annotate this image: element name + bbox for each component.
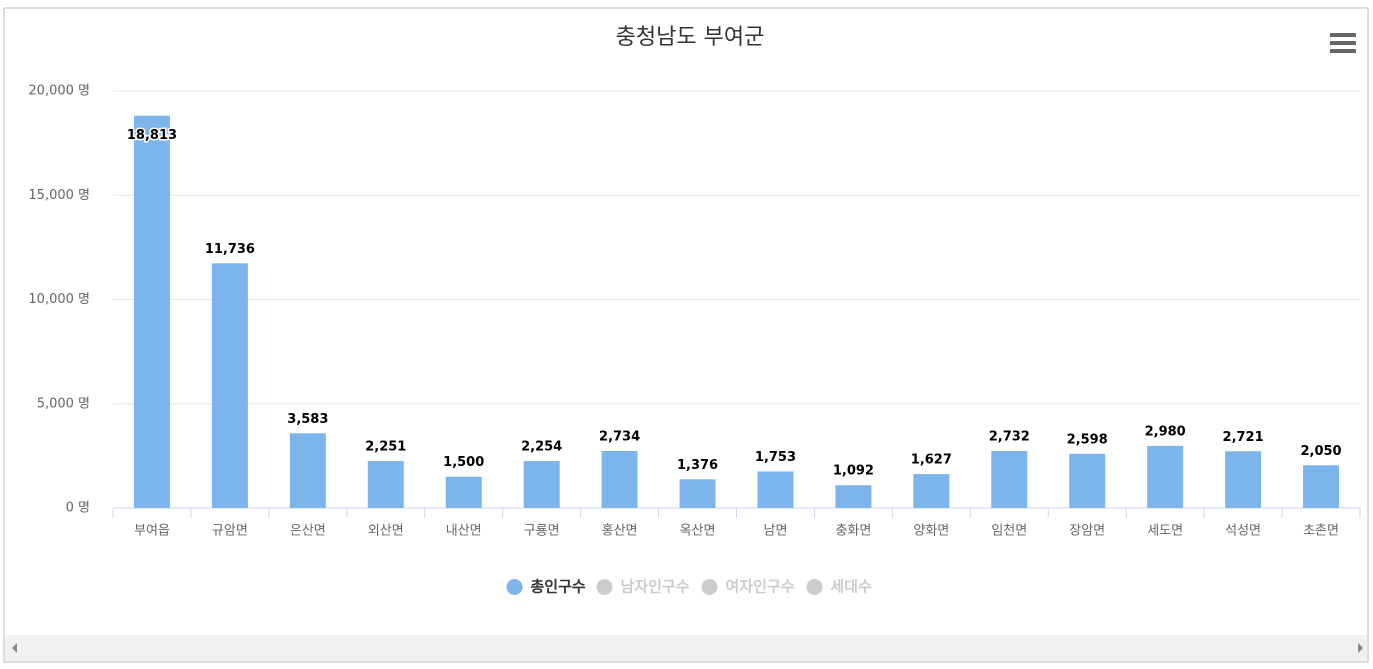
bar (133, 115, 170, 508)
menu-bar (1330, 41, 1356, 45)
data-label: 18,813 (127, 128, 177, 143)
bar (601, 450, 638, 508)
legend-item[interactable]: 총인구수 (506, 578, 586, 596)
x-tick-label: 초촌면 (1303, 524, 1339, 539)
legend-item[interactable]: 세대수 (806, 578, 873, 596)
x-tick-label: 석성면 (1225, 524, 1261, 539)
bar (679, 479, 716, 508)
menu-bar (1330, 49, 1356, 53)
x-tick-label: 외산면 (368, 524, 404, 539)
menu-button[interactable] (1330, 33, 1356, 53)
bar (523, 461, 560, 508)
y-tick-label: 10,000 명 (28, 292, 90, 307)
legend-label: 세대수 (831, 578, 873, 596)
bar (445, 476, 482, 508)
x-tick-label: 홍산면 (602, 524, 638, 539)
data-label: 2,980 (1145, 424, 1186, 439)
data-label: 2,251 (365, 440, 406, 455)
scroll-left[interactable] (12, 643, 17, 653)
x-tick-label: 충화면 (835, 524, 871, 539)
x-tick-label: 남면 (764, 524, 788, 539)
x-tick-label: 내산면 (446, 524, 482, 539)
x-tick-label: 세도면 (1147, 524, 1183, 539)
x-tick-label: 규암면 (212, 524, 248, 539)
bar (1225, 451, 1262, 508)
chart-title: 충청남도 부여군 (616, 25, 765, 50)
data-label: 1,627 (911, 453, 952, 468)
menu-bar (1330, 33, 1356, 37)
legend-item[interactable]: 남자인구수 (596, 578, 690, 596)
chart-frame (3, 7, 1369, 663)
data-label: 2,721 (1223, 430, 1264, 445)
bar (211, 263, 248, 508)
legend-label: 남자인구수 (621, 578, 690, 596)
bar (835, 485, 872, 508)
legend-symbol (806, 579, 823, 595)
data-label: 2,732 (989, 430, 1030, 445)
legend-item[interactable]: 여자인구수 (701, 578, 795, 596)
bar (1303, 465, 1340, 508)
x-tick-label: 임천면 (991, 524, 1027, 539)
x-tick-label: 옥산면 (680, 524, 716, 539)
data-label: 1,753 (755, 450, 796, 465)
legend-label: 총인구수 (531, 578, 586, 596)
legend-symbol (506, 579, 523, 595)
data-label: 3,583 (287, 412, 328, 427)
x-tick-label: 장암면 (1069, 524, 1105, 539)
bar (991, 451, 1028, 508)
x-tick-label: 양화면 (913, 524, 949, 539)
y-tick-label: 0 명 (66, 501, 90, 516)
data-label: 2,598 (1067, 432, 1108, 447)
bar (757, 471, 794, 508)
data-label: 2,734 (599, 429, 640, 444)
bar (1069, 453, 1106, 508)
bar (1147, 445, 1184, 508)
legend-symbol (596, 579, 613, 595)
data-label: 2,050 (1300, 444, 1341, 459)
y-tick-label: 5,000 명 (37, 396, 90, 411)
legend-label: 여자인구수 (726, 578, 795, 596)
bar (289, 433, 326, 508)
x-tick-label: 부여읍 (134, 524, 170, 539)
scrollbar[interactable] (5, 635, 1367, 661)
bar (913, 474, 950, 508)
x-tick-label: 은산면 (290, 524, 326, 539)
legend-symbol (701, 579, 718, 595)
data-label: 1,092 (833, 464, 874, 479)
data-label: 2,254 (521, 440, 562, 455)
y-tick-label: 15,000 명 (28, 188, 90, 203)
bar (367, 461, 404, 508)
x-tick-label: 구룡면 (524, 524, 560, 539)
data-label: 1,500 (443, 455, 484, 470)
scroll-right[interactable] (1358, 643, 1363, 653)
data-label: 11,736 (205, 242, 255, 257)
data-label: 1,376 (677, 458, 718, 473)
y-tick-label: 20,000 명 (28, 84, 90, 99)
